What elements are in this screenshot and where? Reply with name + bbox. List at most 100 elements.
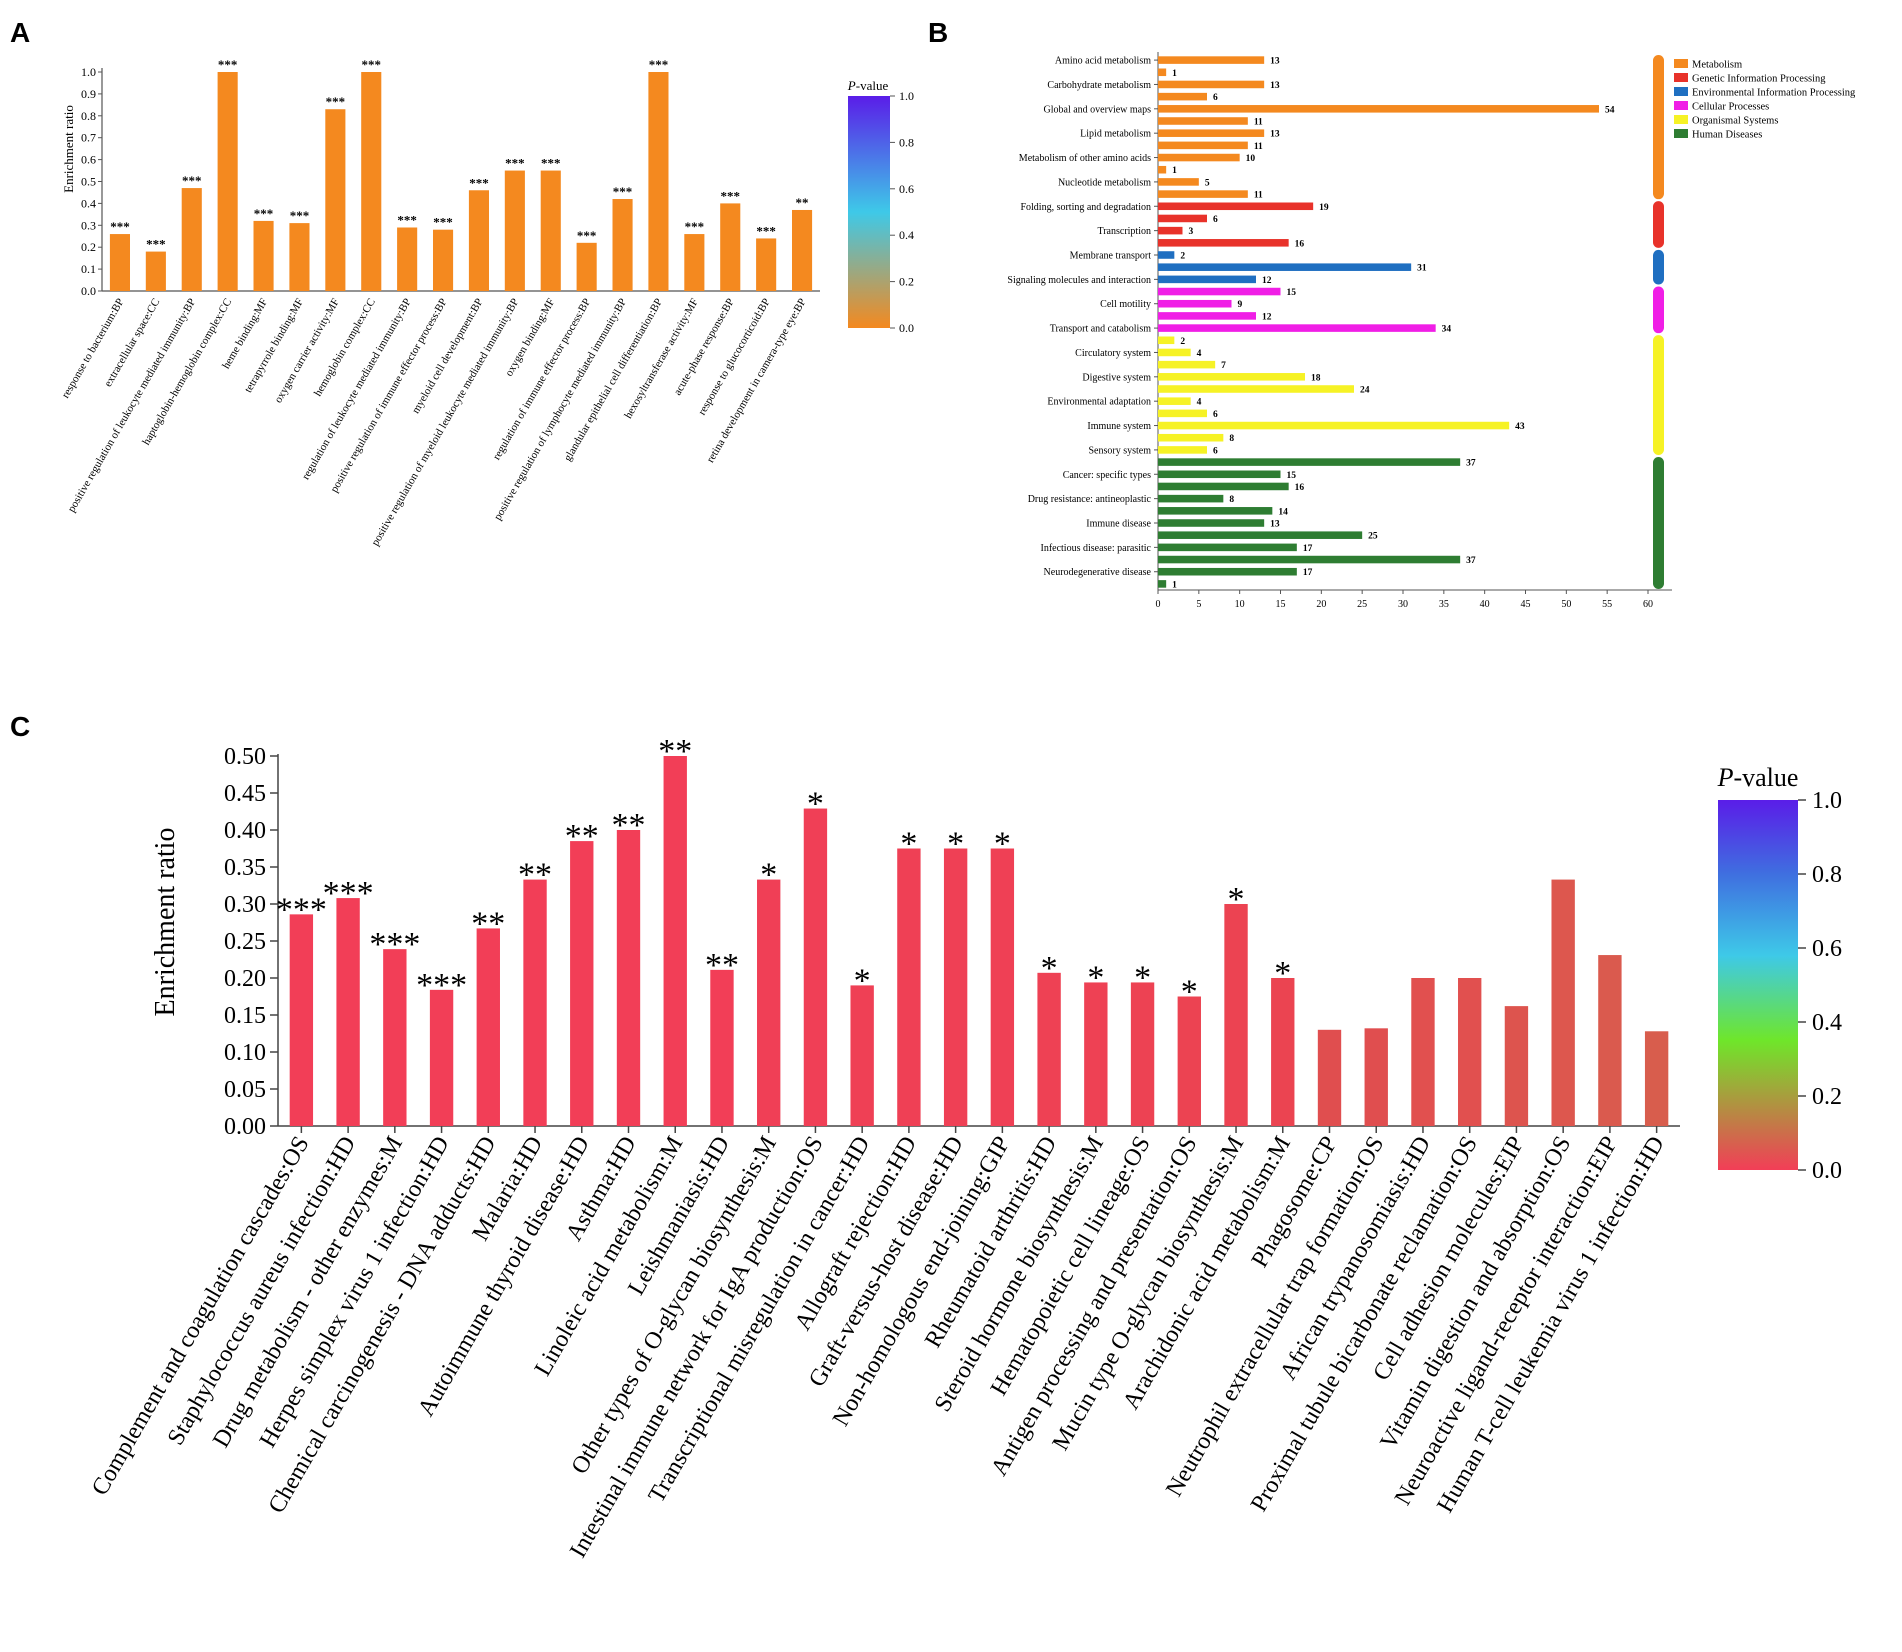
panel-b-data-label: 3 — [1189, 227, 1194, 237]
panel-b-legend: Metabolism Genetic Information Processing… — [1674, 59, 1856, 141]
panel-b-y-tick-label: Neurodegenerative disease — [1044, 567, 1152, 578]
panel-c-bar — [1644, 1031, 1669, 1126]
panel-c-y-tick-label: 0.05 — [224, 1077, 266, 1103]
panel-c-bar — [1130, 982, 1155, 1126]
panel-a-y-tick-label: 0.3 — [81, 218, 96, 232]
panel-a-significance: *** — [505, 156, 525, 171]
panel-b-bar — [1158, 251, 1175, 259]
panel-b-legend-swatch — [1674, 129, 1688, 138]
panel-b-bar — [1158, 531, 1363, 539]
panel-a-colorbar-tick-label: 0.0 — [899, 321, 914, 335]
panel-b-bar — [1158, 202, 1314, 211]
panel-b-bar — [1158, 239, 1289, 247]
panel-c-bar — [1504, 1006, 1529, 1126]
panel-b-bar — [1158, 397, 1191, 405]
panel-a-significance: *** — [433, 215, 453, 230]
panel-b-y-tick-label: Lipid metabolism — [1080, 129, 1151, 140]
panel-c-significance: *** — [416, 967, 467, 1004]
panel-b-data-label: 37 — [1466, 556, 1476, 566]
panel-c-bar — [943, 848, 968, 1126]
panel-c-bar — [803, 808, 828, 1126]
panel-b-bar — [1158, 507, 1273, 515]
panel-c-y-tick-label: 0.30 — [224, 892, 266, 918]
panel-b-data-label: 43 — [1515, 422, 1525, 432]
panel-a-significance: *** — [685, 219, 705, 234]
panel-b-bar — [1158, 287, 1281, 296]
panel-a-significance: *** — [756, 223, 776, 238]
panel-c-x-tick-label: Drug metabolism - other enzymes:M — [208, 1132, 408, 1452]
panel-c-bar — [1271, 978, 1295, 1126]
panel-a-bar — [109, 234, 131, 291]
panel-c-colorbar-gradient — [1718, 800, 1798, 1170]
panel-b-bar — [1158, 129, 1265, 137]
panel-c-bar — [1317, 1029, 1342, 1126]
panel-b-data-label: 14 — [1278, 507, 1288, 517]
panel-c-bar — [1364, 1028, 1388, 1126]
panel-b-data-label: 25 — [1368, 532, 1378, 542]
panel-a-bar — [612, 199, 633, 291]
panel-c-bar — [850, 985, 874, 1126]
panel-b-bar — [1158, 141, 1248, 150]
panel-c-significance: ** — [612, 807, 646, 844]
panel-b-data-label: 7 — [1221, 361, 1226, 371]
panel-b-legend-label: Human Diseases — [1692, 130, 1762, 141]
panel-b-group-strip — [1653, 286, 1664, 334]
panel-a-y-tick-label: 0.9 — [81, 87, 96, 101]
panel-a-significance: *** — [362, 57, 382, 72]
panel-b-y-tick-label: Membrane transport — [1070, 251, 1152, 262]
panel-b-data-label: 11 — [1254, 118, 1263, 128]
panel-b-bar — [1158, 117, 1248, 125]
panel-a-x-tick-label: myeloid cell development:BP — [410, 297, 486, 416]
panel-c-bar — [336, 898, 360, 1126]
panel-b-x-tick-label: 20 — [1316, 599, 1326, 610]
panel-a-colorbar-gradient — [848, 96, 890, 328]
panel-b-bar — [1158, 409, 1207, 418]
panel-b-data-label: 1 — [1172, 69, 1177, 79]
panel-b-bar — [1158, 519, 1265, 527]
panel-a-colorbar: P-value 0.0 0.2 0.4 0.6 0.8 1.0 — [847, 78, 914, 335]
panel-b-data-label: 9 — [1238, 300, 1243, 310]
panel-c-bar — [897, 848, 921, 1126]
panel-b-data-label: 11 — [1254, 191, 1263, 201]
panel-a-bar — [217, 72, 238, 291]
panel-b-bar — [1158, 421, 1510, 430]
panel-a-bar — [361, 72, 382, 291]
panel-b-legend-swatch — [1674, 101, 1688, 110]
panel-a-colorbar-tick-label: 0.6 — [899, 182, 914, 196]
panel-b-bar — [1158, 226, 1183, 235]
panel-b-legend-label: Metabolism — [1692, 60, 1742, 71]
panel-c-bar — [570, 841, 594, 1126]
panel-b-bar — [1158, 482, 1289, 491]
panel-b-bar — [1158, 153, 1240, 162]
panel-a-y-tick-label: 0.5 — [81, 175, 96, 189]
panel-b-bar — [1158, 214, 1207, 223]
panel-c-y-tick-label: 0.25 — [224, 929, 266, 955]
panel-a-bar — [145, 251, 166, 291]
panel-b-bar — [1158, 92, 1207, 101]
panel-b-legend-swatch — [1674, 59, 1688, 68]
panel-b-y-tick-label: Global and overview maps — [1044, 104, 1152, 115]
panel-b-y-tick-label: Immune system — [1087, 421, 1151, 432]
panel-a-significance: *** — [577, 228, 597, 243]
panel-c-y-tick-label: 0.10 — [224, 1040, 266, 1066]
panel-b-data-label: 4 — [1197, 349, 1202, 359]
panel-b-data-label: 54 — [1605, 105, 1615, 115]
panel-b-legend-label: Cellular Processes — [1692, 102, 1769, 113]
panel-a-y-axis-label: Enrichment ratio — [61, 105, 76, 193]
panel-b-bar — [1158, 433, 1224, 442]
panel-b-legend-label: Organismal Systems — [1692, 116, 1778, 127]
panel-b-y-tick-label: Transport and catabolism — [1050, 324, 1152, 335]
panel-a-y-tick-label: 0.6 — [81, 153, 96, 167]
panel-b-x-tick-label: 5 — [1196, 599, 1201, 610]
panel-b-group-strip — [1653, 201, 1664, 248]
panel-c-bar — [616, 830, 641, 1126]
panel-a-colorbar-tick-label: 1.0 — [899, 89, 914, 103]
panel-c-significance: * — [1087, 959, 1104, 996]
panel-label-c: C — [10, 711, 30, 742]
panel-b-data-label: 31 — [1417, 264, 1427, 274]
panel-b-y-tick-label: Amino acid metabolism — [1055, 56, 1151, 67]
panel-a-bar — [504, 170, 525, 291]
panel-b-data-label: 6 — [1213, 93, 1218, 103]
panel-c-colorbar-title: P-value — [1717, 763, 1799, 792]
